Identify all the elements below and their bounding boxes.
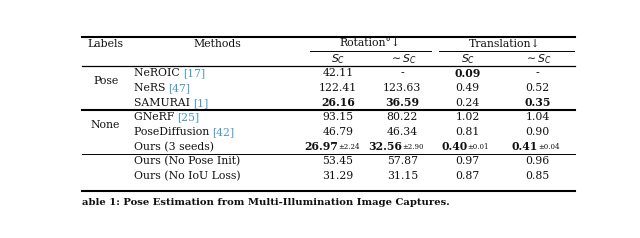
Text: 0.90: 0.90: [525, 127, 550, 137]
Text: SAMURAI: SAMURAI: [134, 98, 193, 108]
Text: 31.15: 31.15: [387, 171, 418, 181]
Text: 0.40: 0.40: [442, 141, 468, 152]
Text: 0.81: 0.81: [456, 127, 480, 137]
Text: [17]: [17]: [182, 69, 205, 79]
Text: 0.41: 0.41: [511, 141, 538, 152]
Text: 80.22: 80.22: [387, 112, 418, 122]
Text: 53.45: 53.45: [323, 156, 353, 166]
Text: 0.24: 0.24: [456, 98, 480, 108]
Text: 122.41: 122.41: [319, 83, 357, 93]
Text: ±2.24: ±2.24: [338, 143, 360, 151]
Text: ±0.04: ±0.04: [538, 143, 559, 151]
Text: -: -: [536, 69, 540, 79]
Text: NeRS: NeRS: [134, 83, 168, 93]
Text: 0.52: 0.52: [525, 83, 550, 93]
Text: [42]: [42]: [212, 127, 234, 137]
Text: Labels: Labels: [88, 39, 124, 49]
Text: $\sim S_C$: $\sim S_C$: [524, 52, 552, 66]
Text: 0.85: 0.85: [525, 171, 550, 181]
Text: 0.87: 0.87: [456, 171, 480, 181]
Text: Rotation°↓: Rotation°↓: [340, 39, 401, 49]
Text: 0.49: 0.49: [456, 83, 480, 93]
Text: 123.63: 123.63: [383, 83, 422, 93]
Text: PoseDiffusion: PoseDiffusion: [134, 127, 212, 137]
Text: 0.97: 0.97: [456, 156, 480, 166]
Text: Methods: Methods: [193, 39, 241, 49]
Text: 0.35: 0.35: [525, 97, 551, 108]
Text: [47]: [47]: [168, 83, 191, 93]
Text: ±0.01: ±0.01: [468, 143, 489, 151]
Text: Ours (3 seeds): Ours (3 seeds): [134, 142, 214, 152]
Text: 42.11: 42.11: [323, 69, 353, 79]
Text: 26.97: 26.97: [304, 141, 338, 152]
Text: 1.04: 1.04: [525, 112, 550, 122]
Text: 57.87: 57.87: [387, 156, 418, 166]
Text: 0.96: 0.96: [525, 156, 550, 166]
Text: Translation↓: Translation↓: [469, 39, 541, 49]
Text: able 1: Pose Estimation from Multi-Illumination Image Captures.: able 1: Pose Estimation from Multi-Illum…: [83, 198, 450, 207]
Text: 46.34: 46.34: [387, 127, 418, 137]
Text: $\sim S_C$: $\sim S_C$: [388, 52, 416, 66]
Text: 32.56: 32.56: [369, 141, 403, 152]
Text: 31.29: 31.29: [323, 171, 353, 181]
Text: 93.15: 93.15: [323, 112, 353, 122]
Text: None: None: [91, 120, 120, 130]
Text: $S_C$: $S_C$: [461, 52, 475, 66]
Text: NeROIC: NeROIC: [134, 69, 182, 79]
Text: $S_C$: $S_C$: [331, 52, 345, 66]
Text: GNeRF: GNeRF: [134, 112, 177, 122]
Text: ±2.90: ±2.90: [403, 143, 424, 151]
Text: Ours (No Pose Init): Ours (No Pose Init): [134, 156, 240, 167]
Text: 26.16: 26.16: [321, 97, 355, 108]
Text: 1.02: 1.02: [456, 112, 480, 122]
Text: [25]: [25]: [177, 112, 200, 122]
Text: 36.59: 36.59: [385, 97, 419, 108]
Text: Pose: Pose: [93, 76, 118, 86]
Text: 46.79: 46.79: [323, 127, 353, 137]
Text: -: -: [401, 69, 404, 79]
Text: 0.09: 0.09: [454, 68, 481, 79]
Text: Ours (No IoU Loss): Ours (No IoU Loss): [134, 171, 240, 181]
Text: [1]: [1]: [193, 98, 208, 108]
